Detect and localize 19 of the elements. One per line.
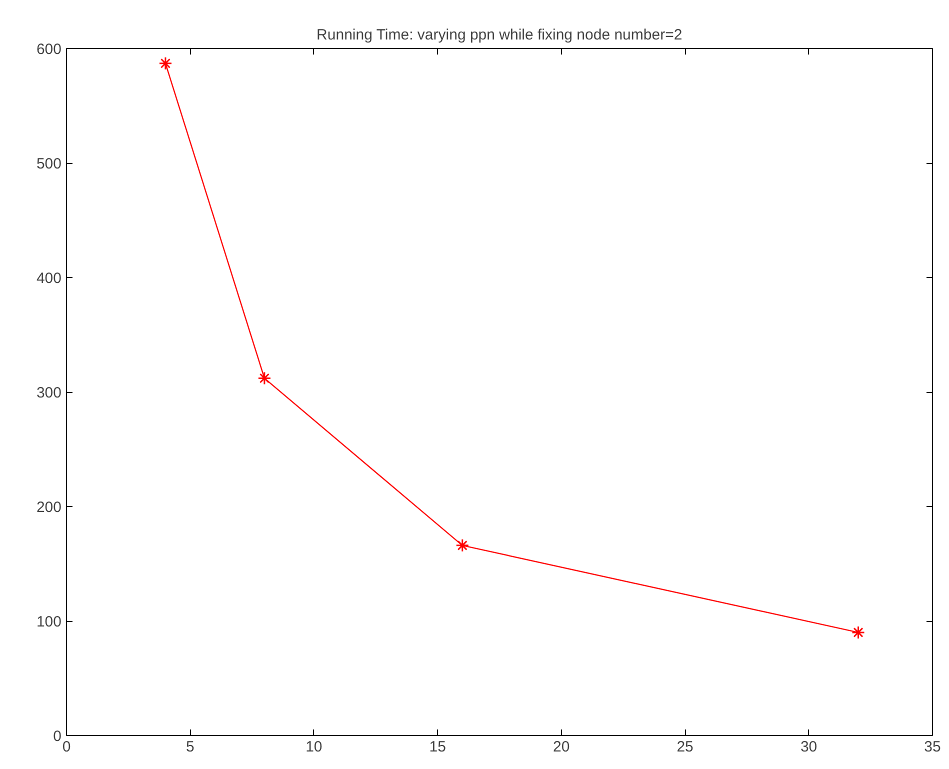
x-tick-label: 35 — [924, 738, 941, 756]
x-tick-label: 10 — [306, 738, 322, 756]
x-tick-label: 20 — [553, 738, 570, 756]
point — [258, 372, 272, 386]
y-tick-label: 500 — [36, 156, 62, 172]
y-tick-label: 600 — [36, 41, 62, 58]
point — [158, 56, 172, 70]
y-tick-label: 400 — [36, 270, 62, 287]
point — [456, 538, 470, 552]
point — [852, 626, 866, 640]
x-tick-label: 15 — [429, 738, 446, 756]
chart-title: Running Time: varying ppn while fixing node number=2 — [316, 26, 682, 44]
y-tick-label: 100 — [36, 614, 62, 630]
y-tick-label: 0 — [53, 728, 62, 745]
y-tick-label: 200 — [36, 499, 62, 516]
x-tick-label: 5 — [186, 738, 194, 756]
y-tick-label: 300 — [36, 384, 62, 402]
x-tick-label: 25 — [676, 738, 694, 756]
x-tick-label: 30 — [800, 738, 818, 756]
